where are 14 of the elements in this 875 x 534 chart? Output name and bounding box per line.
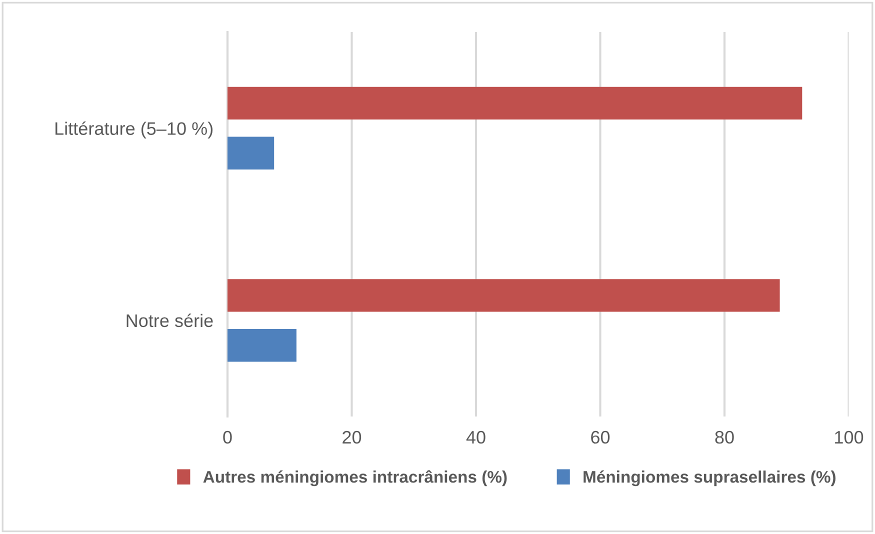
bar <box>228 136 274 170</box>
legend-label: Méningiomes suprasellaires (%) <box>584 470 836 486</box>
x-tick-label: 0 <box>223 430 232 444</box>
x-tick-label: 80 <box>715 430 734 444</box>
legend-label: Autres méningiomes intracrâniens (%) <box>203 470 507 486</box>
bar <box>228 86 802 120</box>
y-tick-label: Notre série <box>126 314 213 328</box>
x-tick-label: 100 <box>835 430 864 444</box>
bar <box>228 329 296 362</box>
x-tick-label: 20 <box>342 430 362 444</box>
x-tick-label: 60 <box>591 430 610 444</box>
y-tick-label: Littérature (5–10 %) <box>56 122 213 139</box>
bar <box>228 279 780 312</box>
x-tick-label: 40 <box>466 430 486 444</box>
